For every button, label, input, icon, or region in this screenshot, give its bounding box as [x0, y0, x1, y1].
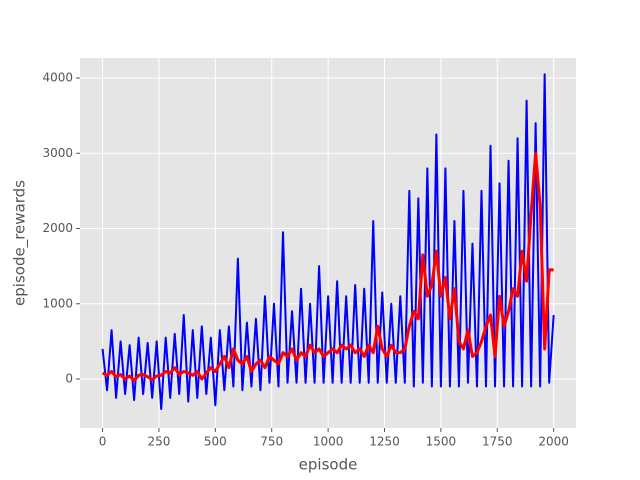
y-tick-label: 2000	[42, 221, 73, 235]
x-tick-label: 250	[147, 435, 170, 449]
x-tick-label: 1250	[369, 435, 400, 449]
x-tick-label: 500	[204, 435, 227, 449]
x-tick-label: 750	[260, 435, 283, 449]
x-tick-label: 1500	[426, 435, 457, 449]
x-tick-label: 0	[99, 435, 107, 449]
series-line	[101, 151, 554, 383]
x-tick-label: 1750	[482, 435, 513, 449]
x-axis-label: episode	[299, 456, 358, 474]
y-tick-label: 1000	[42, 296, 73, 310]
y-tick-label: 4000	[42, 71, 73, 85]
y-axis-label: episode_rewards	[11, 180, 30, 306]
x-tick-label: 1000	[313, 435, 344, 449]
y-tick-label: 0	[65, 372, 73, 386]
x-tick-label: 2000	[538, 435, 569, 449]
y-tick-label: 3000	[42, 146, 73, 160]
